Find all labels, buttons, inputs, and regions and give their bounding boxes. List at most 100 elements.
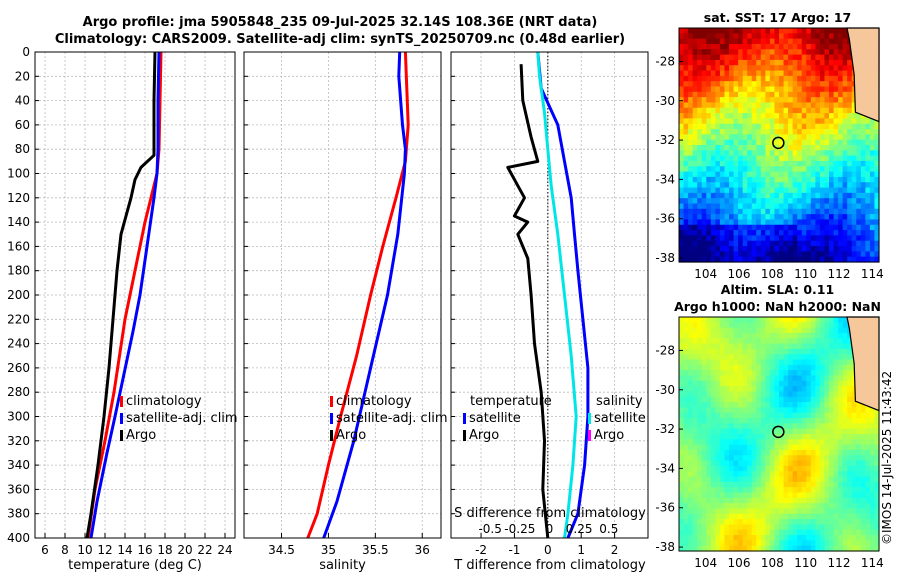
- map-cell: [688, 145, 694, 151]
- map-cell: [724, 471, 730, 478]
- map-cell: [688, 423, 694, 430]
- map-cell: [701, 338, 707, 345]
- map-cell: [797, 380, 803, 387]
- map-cell: [842, 449, 848, 456]
- map-cell: [806, 33, 812, 40]
- map-cell: [865, 487, 871, 494]
- map-cell: [769, 251, 776, 258]
- map-cell: [865, 150, 871, 157]
- map-cell: [688, 81, 694, 88]
- map-cell: [797, 123, 803, 130]
- map-cell: [765, 145, 771, 151]
- map-cell: [824, 317, 830, 323]
- map-cell: [847, 535, 853, 541]
- map-cell: [710, 54, 716, 61]
- map-cell: [833, 230, 839, 237]
- map-cell: [742, 43, 748, 50]
- map-cell: [765, 33, 771, 40]
- map-cell: [847, 418, 853, 424]
- map-cell: [774, 240, 780, 247]
- map-cell: [833, 97, 839, 104]
- map-cell: [833, 208, 839, 215]
- map-cell: [856, 246, 862, 252]
- map-cell: [742, 113, 748, 120]
- map-cell: [688, 407, 694, 414]
- map-cell: [729, 380, 735, 387]
- map-cell: [683, 198, 689, 205]
- map-cell: [765, 428, 771, 435]
- map-cell: [847, 145, 853, 151]
- map-cell: [688, 176, 694, 183]
- map-cell: [769, 503, 776, 510]
- map-cell: [679, 256, 685, 263]
- map-cell: [715, 28, 721, 34]
- map-cell: [710, 145, 716, 151]
- map-cell: [756, 471, 762, 478]
- map-cell: [783, 246, 789, 252]
- map-cell: [801, 203, 807, 210]
- map-cell: [829, 460, 835, 467]
- axes-frame: [243, 51, 442, 539]
- map-cell: [851, 481, 857, 488]
- map-cell: [860, 428, 866, 435]
- map-cell: [774, 107, 780, 114]
- map-cell: [792, 338, 798, 345]
- map-cell: [819, 439, 826, 446]
- map-cell: [829, 535, 835, 541]
- map-cell: [842, 322, 848, 329]
- temp-legend-swatch: [120, 396, 123, 407]
- map-cell: [679, 192, 685, 199]
- map-cell: [697, 43, 703, 50]
- map-cell: [742, 81, 748, 88]
- map-cell: [697, 455, 703, 462]
- map-cell: [829, 75, 835, 82]
- map-cell: [833, 492, 839, 499]
- map-cell: [838, 519, 844, 526]
- map-cell: [692, 160, 698, 167]
- map-cell: [701, 86, 707, 93]
- x2-tick-label: 0.5: [599, 522, 618, 536]
- map-cell: [838, 487, 844, 494]
- map-cell: [792, 487, 798, 494]
- map-cell: [765, 251, 771, 258]
- map-cell: [742, 407, 748, 414]
- map-cell: [842, 198, 848, 205]
- map-cell: [792, 187, 798, 194]
- map-cell: [715, 150, 721, 157]
- map-cell: [760, 364, 766, 371]
- map-cell: [860, 155, 866, 162]
- map-cell: [715, 251, 721, 258]
- map-cell: [779, 380, 785, 387]
- map-cell: [869, 187, 876, 194]
- map-cell: [792, 230, 798, 237]
- map-cell: [679, 439, 685, 446]
- map-cell: [806, 508, 812, 515]
- map-cell: [724, 481, 730, 488]
- map-cell: [688, 354, 694, 361]
- map-cell: [715, 471, 721, 478]
- map-cell: [842, 182, 848, 189]
- map-cell: [683, 59, 689, 66]
- map-cell: [715, 455, 721, 462]
- map-cell: [824, 407, 830, 414]
- map-cell: [679, 81, 685, 88]
- map-cell: [706, 145, 712, 151]
- map-cell: [751, 476, 757, 483]
- map-cell: [806, 449, 812, 456]
- map-cell: [801, 545, 807, 552]
- map-cell: [851, 503, 857, 510]
- map-cell: [710, 198, 716, 205]
- map-cell: [729, 160, 735, 167]
- map-cell: [842, 38, 848, 45]
- map-cell: [769, 182, 776, 189]
- map-cell: [729, 129, 735, 135]
- map-cell: [829, 540, 835, 547]
- map-cell: [692, 449, 698, 456]
- map-cell: [692, 97, 698, 104]
- map-cell: [738, 354, 744, 361]
- map-cell: [729, 471, 735, 478]
- map-cell: [706, 102, 712, 109]
- map-cell: [738, 396, 744, 403]
- map-cell: [679, 38, 685, 45]
- map-cell: [842, 513, 848, 520]
